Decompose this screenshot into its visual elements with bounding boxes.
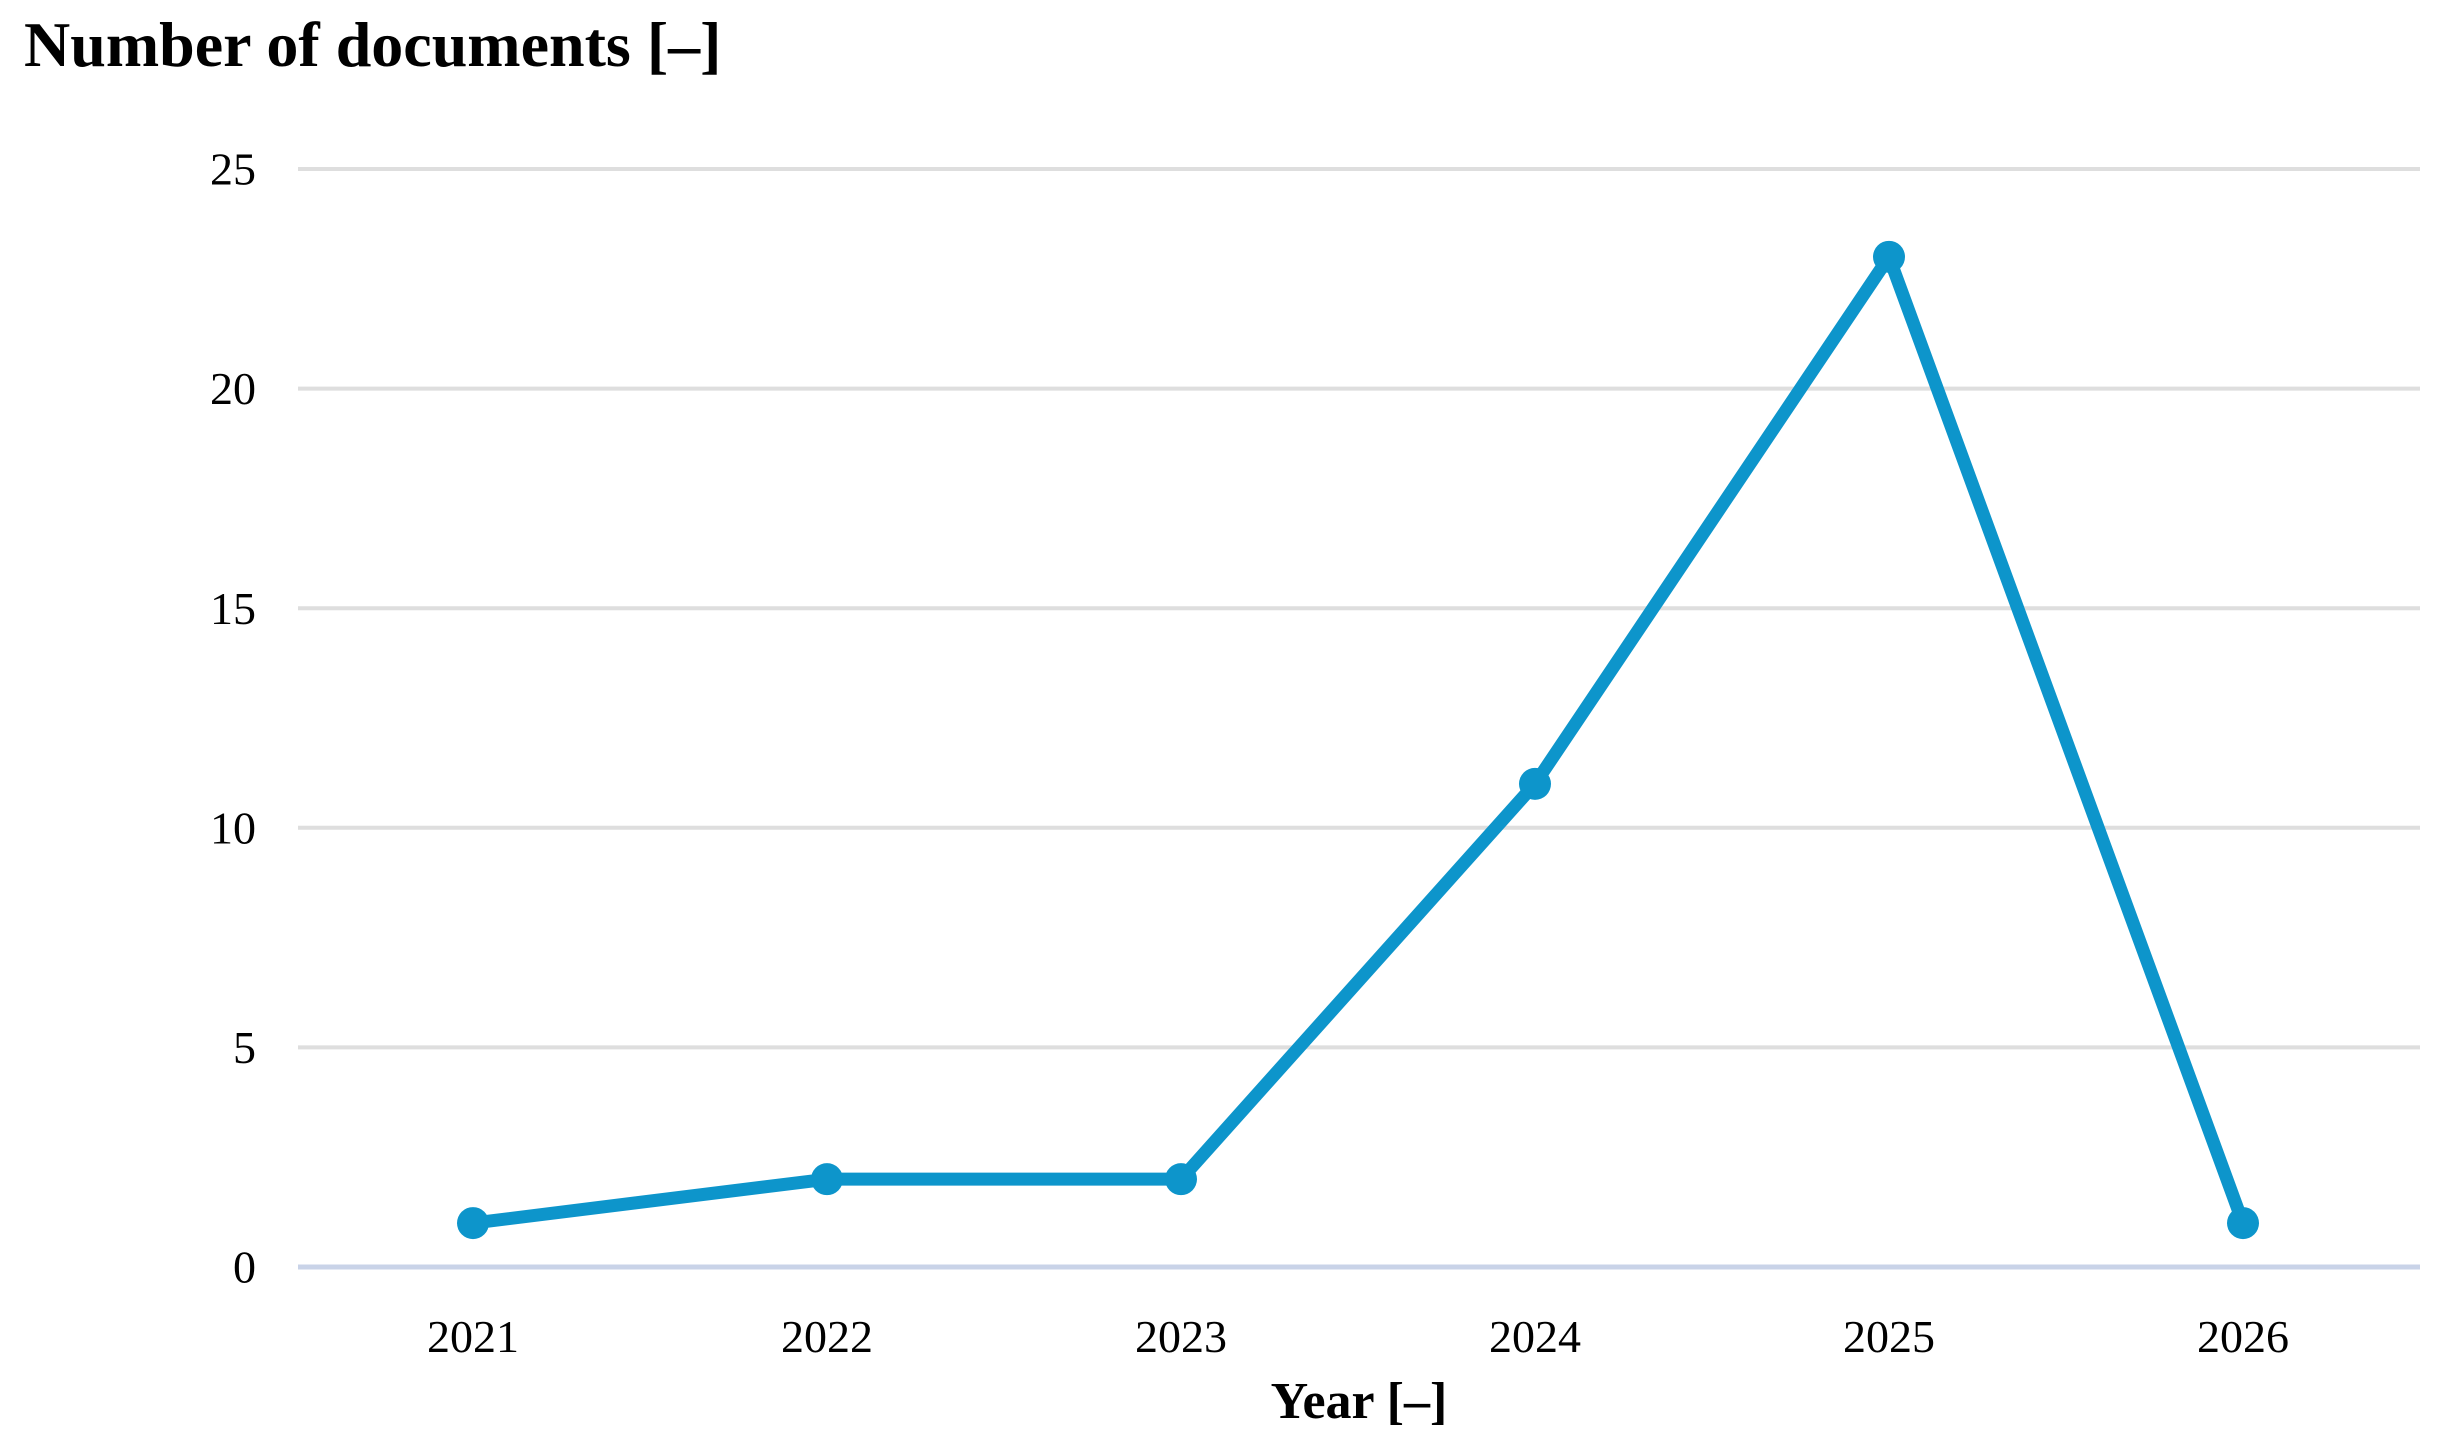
y-tick-label: 20	[210, 363, 256, 414]
x-tick-label: 2023	[1135, 1311, 1227, 1362]
data-point-2021	[457, 1207, 489, 1240]
x-tick-label: 2026	[2197, 1311, 2289, 1362]
y-tick-label: 25	[210, 144, 256, 195]
data-point-2024	[1519, 767, 1551, 800]
y-tick-label: 15	[210, 583, 256, 634]
x-tick-label: 2022	[781, 1311, 873, 1362]
data-point-2026	[2227, 1207, 2259, 1240]
data-point-2025	[1873, 240, 1905, 273]
x-axis-title: Year [–]	[1270, 1373, 1448, 1430]
data-line	[466, 250, 2250, 1230]
y-tick-label: 10	[210, 802, 256, 853]
y-axis-title: Number of documents [–]	[24, 9, 722, 80]
data-point-2022	[811, 1163, 843, 1196]
y-tick-label: 5	[233, 1022, 256, 1073]
x-tick-label: 2025	[1843, 1311, 1935, 1362]
y-tick-label: 0	[233, 1242, 256, 1293]
data-point-2023	[1165, 1163, 1197, 1196]
x-tick-label: 2024	[1489, 1311, 1581, 1362]
x-tick-label: 2021	[427, 1311, 519, 1362]
